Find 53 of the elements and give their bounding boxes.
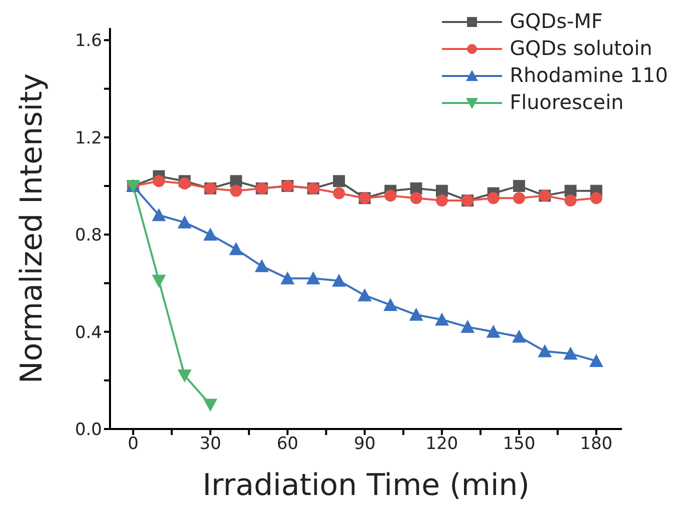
point [410,192,422,204]
point [436,194,448,207]
point [332,187,345,200]
point [434,312,449,326]
x-tick-label: 180 [580,434,612,454]
point [383,298,398,312]
point [178,215,192,228]
x-axis-title: Irradiation Time (min) [202,468,530,503]
point [230,184,242,197]
point [358,288,372,302]
point [332,175,345,188]
point [538,344,552,358]
point [384,190,396,202]
point [487,192,500,204]
point [178,178,191,190]
point [254,259,269,272]
x-tick-label: 150 [502,434,536,454]
y-tick-label: 0.8 [74,226,102,246]
point [280,271,295,284]
point [203,228,218,241]
y-axis-title: Normalized Intensity [14,73,50,384]
point [589,354,604,367]
point [230,175,242,188]
point [512,330,526,343]
point [178,370,192,383]
x-tick-label: 60 [276,434,298,454]
point [409,308,424,321]
point [513,192,526,204]
y-tick-label: 1.2 [74,128,102,148]
x-tick-label: 0 [128,434,139,454]
x-tick-label: 120 [426,434,458,454]
y-tick-label: 0.0 [74,420,102,440]
x-tick-label: 30 [200,434,222,454]
legend-label: Rhodamine 110 [510,62,668,89]
point [564,194,577,207]
point [229,242,244,256]
point [152,274,166,288]
legend-label: Fluorescein [510,89,624,116]
point [152,175,165,188]
point [332,274,346,287]
point [460,320,475,333]
point [564,346,578,360]
y-tick-label: 1.6 [74,31,102,52]
point [152,208,166,222]
point [486,324,500,338]
point [306,271,320,284]
point [590,192,602,204]
y-tick-label: 0.4 [74,322,102,343]
point [203,398,218,412]
x-tick-label: 90 [354,434,376,454]
point [513,180,526,192]
legend-label: GQDs solutoin [510,35,652,62]
legend-label: GQDs-MF [510,8,603,35]
